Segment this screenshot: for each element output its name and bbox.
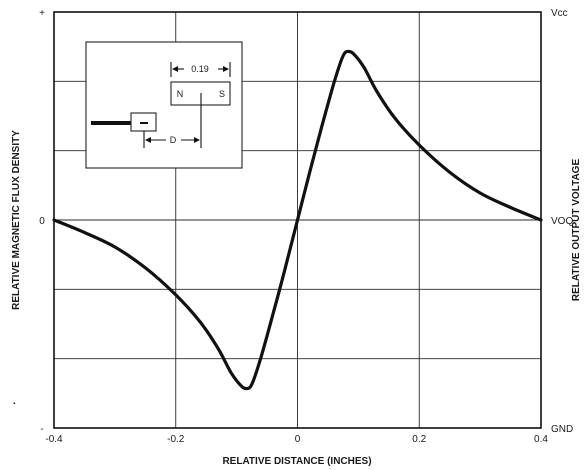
x-tick-label: -0.2 <box>167 434 185 445</box>
y-axis-title-left-mark: . <box>13 396 16 407</box>
distance-arrowhead-right <box>194 137 200 143</box>
y-tick-label-right: Vcc <box>551 8 568 19</box>
y-axis-title-left: RELATIVE MAGNETIC FLUX DENSITY <box>11 130 22 310</box>
dimension-arrowhead-right <box>223 66 229 72</box>
y-tick-label-left: 0 <box>39 216 45 227</box>
y-axis-title-right: RELATIVE OUTPUT VOLTAGE <box>571 159 582 302</box>
x-tick-label: 0.4 <box>534 434 548 445</box>
y-tick-label-right: GND <box>551 424 573 435</box>
plot-frame <box>53 11 542 429</box>
x-axis-title: RELATIVE DISTANCE (INCHES) <box>222 456 371 467</box>
distance-arrowhead-left <box>145 137 151 143</box>
y-tick-label-right: VOQ <box>551 216 573 227</box>
y-tick-label-left: - <box>40 424 43 435</box>
dimension-label: 0.19 <box>191 64 209 74</box>
x-tick-label: -0.4 <box>45 434 63 445</box>
magnet-south-label: S <box>219 89 225 99</box>
x-tick-label: 0.2 <box>412 434 426 445</box>
distance-label: D <box>170 135 177 145</box>
flux-density-curve <box>52 49 543 391</box>
magnet-north-label: N <box>177 89 184 99</box>
y-tick-label-left: + <box>39 8 45 19</box>
x-tick-label: 0 <box>295 434 301 445</box>
dimension-arrowhead-left <box>172 66 178 72</box>
magnet-sensor-inset: 0.19 N S D <box>85 41 243 169</box>
